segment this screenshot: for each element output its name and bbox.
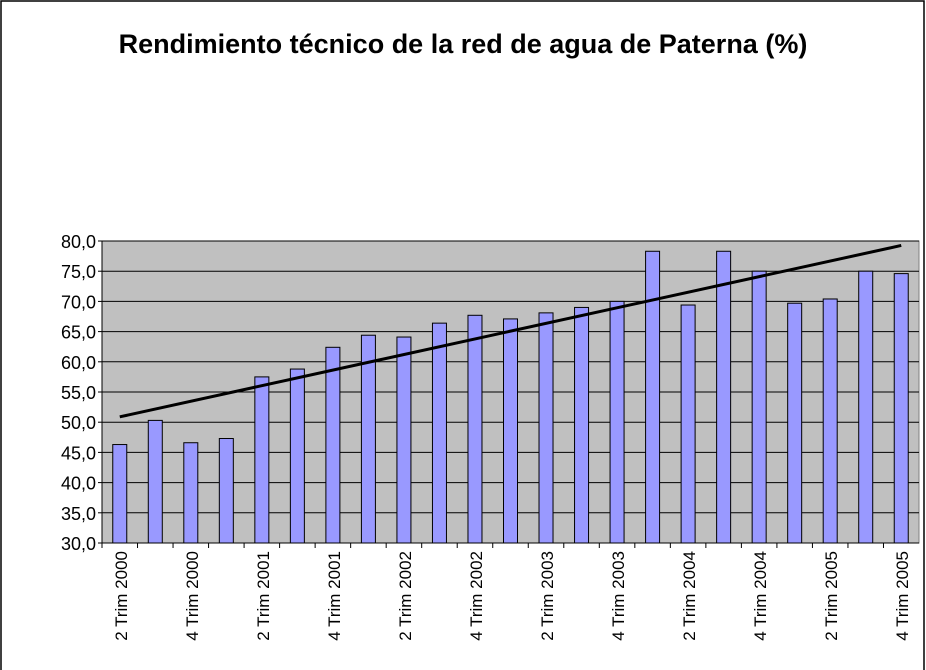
x-tick-label: 4 Trim 2000: [183, 551, 202, 641]
bar: [893, 273, 909, 544]
bar: [183, 442, 199, 544]
y-tick-label: 60,0: [61, 353, 96, 373]
x-tick-label: 2 Trim 2000: [112, 551, 131, 641]
bar: [751, 270, 767, 544]
y-tick-label: 30,0: [61, 534, 96, 554]
y-tick-label: 50,0: [61, 413, 96, 433]
bar: [147, 419, 163, 544]
bar: [467, 314, 483, 544]
x-tick-label: 4 Trim 2005: [893, 551, 912, 641]
y-tick-label: 65,0: [61, 323, 96, 343]
x-tick-label: 2 Trim 2001: [254, 551, 273, 641]
bar: [503, 318, 518, 544]
y-tick-label: 45,0: [61, 443, 96, 463]
bar: [431, 322, 447, 544]
bar: [325, 346, 341, 544]
bar: [360, 334, 376, 544]
bar: [787, 302, 803, 544]
bar: [254, 376, 270, 544]
chart-title: Rendimiento técnico de la red de agua de…: [118, 29, 808, 59]
bar: [858, 270, 874, 544]
bar: [112, 444, 128, 544]
y-tick-label: 80,0: [61, 232, 96, 252]
bar: [645, 250, 661, 544]
bar: [289, 368, 305, 544]
bar: [822, 298, 838, 544]
bar: [680, 304, 696, 544]
y-tick-label: 35,0: [61, 504, 96, 524]
bar: [218, 438, 234, 544]
x-tick-label: 2 Trim 2002: [396, 551, 415, 641]
x-tick-label: 4 Trim 2001: [325, 551, 344, 641]
x-tick-label: 2 Trim 2003: [538, 551, 557, 641]
x-tick-label: 2 Trim 2004: [680, 551, 699, 641]
trendline: [119, 244, 902, 419]
x-tick-label: 4 Trim 2003: [609, 551, 628, 641]
bar: [609, 300, 625, 544]
bar: [396, 336, 412, 544]
bar: [538, 312, 554, 544]
bar: [574, 306, 590, 544]
y-tick-label: 70,0: [61, 292, 96, 312]
y-tick-label: 75,0: [61, 262, 96, 282]
y-tick-label: 40,0: [61, 474, 96, 494]
y-tick-label: 55,0: [61, 383, 96, 403]
x-tick-label: 4 Trim 2004: [751, 551, 770, 641]
x-tick-label: 2 Trim 2005: [822, 551, 841, 641]
x-tick-label: 4 Trim 2002: [467, 551, 486, 641]
bar: [716, 250, 732, 544]
